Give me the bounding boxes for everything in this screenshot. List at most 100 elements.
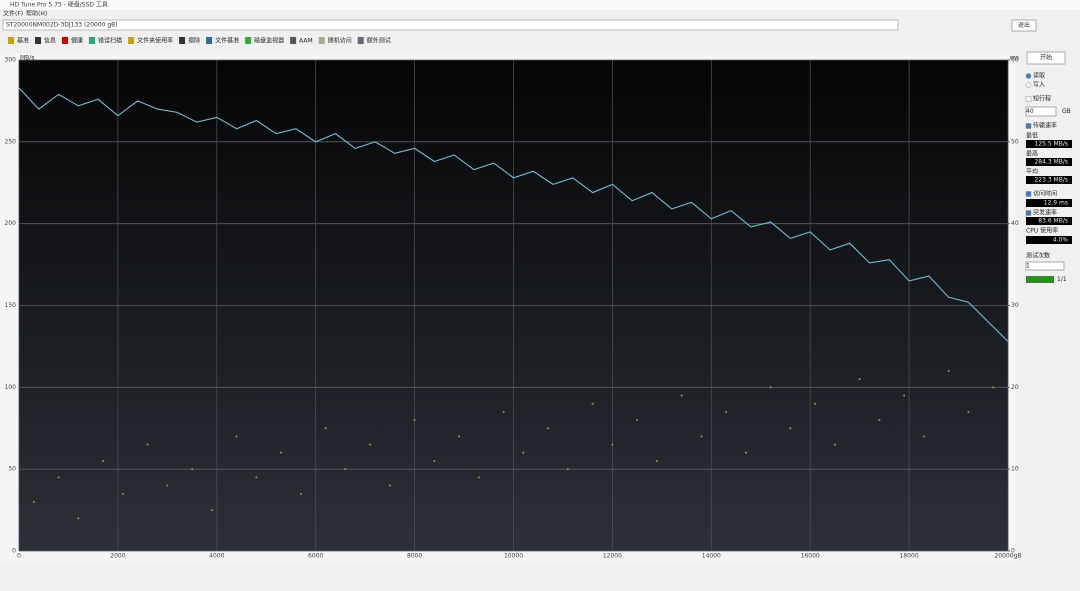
toolbar-button[interactable]: 磁盘监视器 [254, 37, 284, 45]
access-point [967, 410, 970, 413]
access-point [833, 443, 836, 446]
toolbar-icon [245, 37, 252, 44]
value-text: 83.6 MB/s [1038, 218, 1068, 225]
radio-label[interactable]: 写入 [1033, 82, 1045, 89]
access-point [324, 427, 327, 430]
y2-tick-label: 30 [1011, 302, 1019, 309]
exit-button[interactable] [1011, 19, 1037, 32]
access-point [235, 435, 238, 438]
x-tick-label: 10000 [504, 553, 523, 560]
toolbar-button[interactable]: 基准 [17, 37, 29, 45]
toolbar-button[interactable]: 文件基准 [215, 37, 239, 45]
access-point [522, 451, 525, 454]
progress-bar [1026, 276, 1054, 283]
value-box [1026, 158, 1072, 166]
toolbar-button[interactable]: 随机访问 [328, 37, 352, 45]
y-tick-label: 300 [5, 57, 17, 64]
drive-name: ST20000NM002D-3DJ133 (20000 gB) [6, 22, 118, 29]
checkbox-label[interactable]: 突发速率 [1033, 209, 1057, 217]
access-point [210, 509, 213, 512]
x-tick-label: 4000 [209, 553, 224, 560]
toolbar-icon [128, 37, 135, 44]
access-point [744, 451, 747, 454]
checkbox-label[interactable]: 传输速率 [1033, 122, 1057, 130]
toolbar-icon [8, 37, 14, 44]
access-point [388, 484, 391, 487]
radio[interactable] [1025, 73, 1032, 79]
y2-axis-label: ms [1010, 55, 1019, 62]
exit-label: 退出 [1018, 21, 1030, 29]
toolbar-icon [89, 37, 96, 44]
access-point [502, 410, 505, 413]
toolbar-button[interactable]: 健康 [71, 37, 83, 45]
y2-tick-label: 10 [1011, 466, 1019, 473]
access-point [121, 492, 124, 495]
access-point [903, 394, 906, 397]
access-point [547, 427, 550, 430]
stat-label: CPU 使用率 [1026, 227, 1058, 235]
x-tick-label: 14000 [702, 553, 721, 560]
x-tick-label: 6000 [308, 553, 323, 560]
menu-item[interactable]: 文件(F) [3, 10, 23, 18]
toolbar-button[interactable]: 信息 [44, 37, 56, 45]
access-point [566, 468, 569, 471]
value-box [1026, 140, 1072, 148]
stat-label: 最高 [1026, 150, 1038, 158]
checkbox-label[interactable]: 访问时间 [1033, 190, 1057, 198]
access-point [611, 443, 614, 446]
checkbox[interactable] [1025, 123, 1032, 129]
menu-item[interactable]: 帮助(H) [26, 10, 47, 18]
access-point [299, 492, 302, 495]
checkbox[interactable] [1025, 96, 1032, 102]
x-tick-label: 18000 [900, 553, 919, 560]
toolbar-button[interactable]: 擦除 [188, 37, 200, 45]
access-point [458, 435, 461, 438]
radio-label[interactable]: 读取 [1033, 72, 1045, 80]
access-point [77, 517, 80, 520]
y-tick-label: 100 [5, 384, 17, 391]
stat-label: 最低 [1026, 132, 1038, 140]
spin-box[interactable] [1025, 106, 1057, 117]
y2-tick-label: 50 [1011, 138, 1019, 145]
toolbar-icon [62, 37, 69, 44]
value-text: 4.0% [1053, 237, 1069, 244]
access-point [191, 468, 194, 471]
drive-select[interactable] [2, 19, 899, 31]
access-point [57, 476, 60, 479]
y-tick-label: 250 [5, 138, 17, 145]
value-text: 223.3 MB/s [1034, 177, 1068, 184]
radio[interactable] [1025, 82, 1032, 88]
y2-tick-label: 40 [1011, 220, 1019, 227]
toolbar-icon [357, 37, 364, 44]
spin-box[interactable] [1025, 261, 1065, 271]
stat-label: 平均 [1026, 168, 1038, 176]
access-point [878, 419, 881, 422]
value-text: 284.3 MB/s [1034, 159, 1068, 166]
access-point [32, 500, 35, 503]
access-point [413, 419, 416, 422]
toolbar-button[interactable]: 文件夹使用率 [137, 37, 173, 45]
toolbar-button[interactable]: 额外测试 [367, 37, 391, 45]
toolbar-button[interactable]: AAM [299, 38, 313, 45]
y-tick-label: 150 [5, 302, 17, 309]
checkbox-label[interactable]: 短行程 [1033, 95, 1051, 103]
checkbox[interactable] [1025, 210, 1032, 216]
access-point [369, 443, 372, 446]
access-point [655, 459, 658, 462]
y-axis-label: MB/s [20, 55, 34, 62]
access-point [725, 410, 728, 413]
toolbar-icon [290, 37, 297, 44]
toolbar-icon [179, 37, 186, 44]
access-point [102, 459, 105, 462]
toolbar-button[interactable]: 错误扫描 [98, 37, 122, 45]
value-text: 12.9 ms [1044, 200, 1068, 207]
checkbox[interactable] [1025, 191, 1032, 197]
access-point [255, 476, 258, 479]
toolbar-icon [206, 37, 213, 44]
start-button[interactable] [1026, 51, 1066, 65]
window-title: HD Tune Pro 5.75 - 硬盘/SSD 工具 [10, 1, 108, 9]
access-point [814, 402, 817, 405]
x-tick-label: 8000 [407, 553, 422, 560]
x-tick-label: 0 [17, 553, 21, 560]
